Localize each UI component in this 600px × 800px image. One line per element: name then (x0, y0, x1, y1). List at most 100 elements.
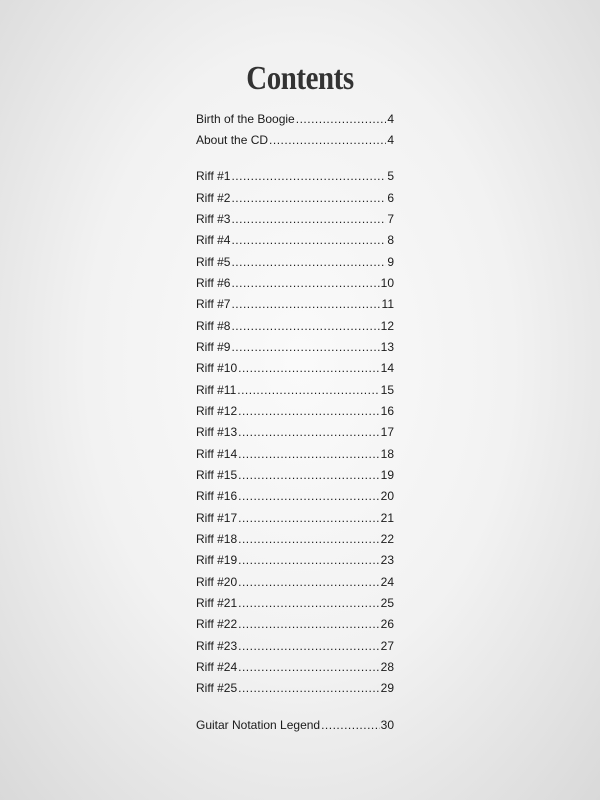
toc-entry-label: Riff #6 (196, 275, 231, 290)
dot-leader (231, 233, 386, 247)
toc-entry-page: 29 (380, 681, 394, 696)
toc-entry-page: 19 (380, 467, 394, 482)
toc-section-intro: Birth of the Boogie 4 About the CD 4 (196, 108, 394, 151)
dot-leader (238, 489, 380, 503)
toc-entry: Riff #23 27 (196, 635, 394, 656)
toc-entry: Guitar Notation Legend 30 (196, 714, 394, 735)
toc-entry-label: Riff #1 (196, 169, 231, 184)
toc-entry-page: 5 (387, 169, 394, 184)
toc-entry-label: Riff #13 (196, 425, 238, 440)
dot-leader (238, 361, 380, 375)
toc-entry: Riff #11 15 (196, 379, 394, 400)
toc-entry-page: 6 (387, 190, 394, 205)
toc-entry: Riff #17 21 (196, 507, 394, 528)
toc-entry-label: Riff #14 (196, 446, 238, 461)
dot-leader (231, 169, 386, 183)
toc-entry-page: 14 (380, 361, 394, 376)
toc-entry-page: 26 (380, 617, 394, 632)
dot-leader (238, 575, 380, 589)
dot-leader (296, 112, 387, 126)
toc-entry: Riff #1 5 (196, 166, 394, 187)
dot-leader (269, 133, 386, 147)
toc-entry: Riff #19 23 (196, 550, 394, 571)
section-gap (196, 699, 394, 714)
toc-entry: Riff #14 18 (196, 443, 394, 464)
toc-entry-page: 30 (380, 717, 394, 732)
dot-leader (238, 511, 380, 525)
section-gap (196, 151, 394, 166)
toc-entry: Riff #7 11 (196, 294, 394, 315)
dot-leader (237, 383, 379, 397)
toc-entry-label: Birth of the Boogie (196, 111, 295, 126)
toc-entry: Riff #21 25 (196, 592, 394, 613)
toc-entry: Riff #4 8 (196, 230, 394, 251)
dot-leader (238, 532, 380, 546)
dot-leader (238, 596, 380, 610)
dot-leader (238, 639, 380, 653)
toc-entry-label: Guitar Notation Legend (196, 717, 321, 732)
toc-entry-label: Riff #7 (196, 297, 231, 312)
toc-entry: Riff #13 17 (196, 422, 394, 443)
page-title: Contents (246, 60, 354, 97)
toc-entry: Riff #22 26 (196, 614, 394, 635)
toc-entry-label: About the CD (196, 132, 269, 147)
toc-entry: Riff #5 9 (196, 251, 394, 272)
toc-entry-page: 18 (380, 446, 394, 461)
toc-entry-page: 11 (381, 297, 394, 312)
toc-entry-page: 22 (380, 531, 394, 546)
toc-entry-label: Riff #18 (196, 531, 238, 546)
toc-entry-page: 16 (380, 403, 394, 418)
toc-entry-label: Riff #12 (196, 403, 238, 418)
dot-leader (238, 681, 380, 695)
toc-entry: Riff #16 20 (196, 486, 394, 507)
toc-entry-page: 4 (387, 132, 394, 147)
toc-entry: Riff #25 29 (196, 678, 394, 699)
toc-entry-page: 8 (387, 233, 394, 248)
toc-entry-label: Riff #9 (196, 339, 231, 354)
toc-entry-page: 23 (380, 553, 394, 568)
toc-entry-page: 13 (380, 339, 394, 354)
toc-entry-page: 9 (387, 254, 394, 269)
toc-entry: Riff #2 6 (196, 187, 394, 208)
toc-entry-page: 10 (380, 275, 394, 290)
toc-entry-label: Riff #25 (196, 681, 238, 696)
dot-leader (231, 276, 379, 290)
toc-entry-label: Riff #5 (196, 254, 231, 269)
toc-entry-label: Riff #21 (196, 595, 238, 610)
toc-entry: About the CD 4 (196, 129, 394, 150)
toc-entry-page: 7 (387, 211, 394, 226)
toc-entry: Riff #20 24 (196, 571, 394, 592)
toc-entry-label: Riff #2 (196, 190, 231, 205)
toc-entry-page: 15 (380, 382, 394, 397)
toc-entry: Riff #10 14 (196, 358, 394, 379)
toc-section-outro: Guitar Notation Legend 30 (196, 714, 394, 735)
dot-leader (238, 425, 380, 439)
toc-entry-page: 28 (380, 659, 394, 674)
toc-entry: Riff #15 19 (196, 464, 394, 485)
dot-leader (231, 340, 379, 354)
toc-entry-label: Riff #11 (196, 382, 237, 397)
toc-entry-label: Riff #22 (196, 617, 238, 632)
dot-leader (231, 297, 380, 311)
toc-entry: Riff #8 12 (196, 315, 394, 336)
toc-entry-page: 20 (380, 489, 394, 504)
toc-entry-label: Riff #3 (196, 211, 231, 226)
toc-entry-label: Riff #24 (196, 659, 238, 674)
dot-leader (238, 553, 380, 567)
toc-entry-page: 12 (380, 318, 394, 333)
toc-entry-page: 17 (380, 425, 394, 440)
toc-entry: Riff #12 16 (196, 400, 394, 421)
toc-entry-label: Riff #10 (196, 361, 238, 376)
toc-entry: Birth of the Boogie 4 (196, 108, 394, 129)
toc-entry-label: Riff #19 (196, 553, 238, 568)
toc-entry: Riff #3 7 (196, 208, 394, 229)
toc-entry-page: 24 (380, 574, 394, 589)
toc-entry-page: 25 (380, 595, 394, 610)
toc-entry-label: Riff #15 (196, 467, 238, 482)
toc-entry-label: Riff #8 (196, 318, 231, 333)
toc-entry-label: Riff #17 (196, 510, 238, 525)
toc-entry: Riff #6 10 (196, 272, 394, 293)
dot-leader (238, 404, 380, 418)
dot-leader (238, 617, 380, 631)
